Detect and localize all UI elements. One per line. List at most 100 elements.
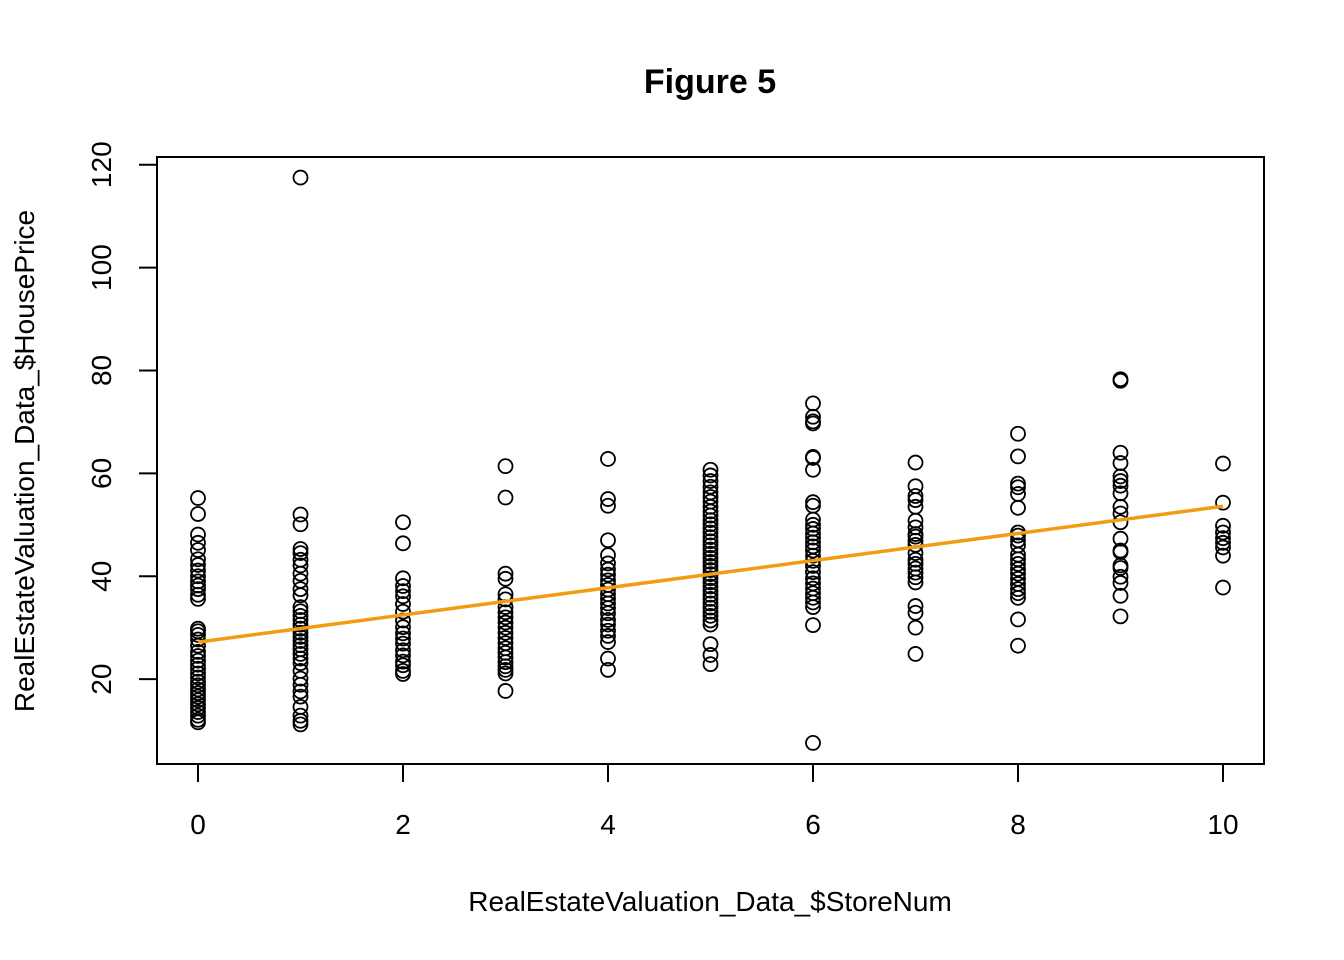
data-point (1010, 589, 1026, 606)
data-point (702, 541, 719, 558)
data-point (292, 587, 309, 604)
data-point (395, 625, 411, 642)
data-point (702, 533, 719, 550)
x-tick-label: 6 (805, 809, 821, 840)
data-point (600, 566, 616, 583)
data-point (1010, 555, 1026, 572)
data-point (190, 542, 206, 558)
data-point (190, 586, 206, 603)
data-point (600, 650, 616, 667)
data-point (1112, 468, 1129, 485)
data-point (497, 609, 514, 626)
data-point (702, 512, 719, 529)
data-point (497, 665, 514, 682)
data-point (292, 541, 309, 557)
data-point (292, 650, 309, 667)
data-point (600, 497, 616, 514)
data-point (600, 491, 616, 507)
data-point (805, 415, 821, 432)
data-point (292, 599, 309, 616)
x-tick-label: 10 (1207, 809, 1238, 840)
data-point (1112, 587, 1129, 604)
data-point (600, 555, 616, 572)
data-point (190, 557, 206, 573)
data-point (395, 578, 411, 594)
data-points (190, 169, 1231, 751)
data-point (190, 637, 206, 654)
data-point (702, 595, 719, 612)
data-point (190, 526, 206, 543)
data-point (1010, 479, 1026, 496)
data-point (907, 551, 924, 568)
data-point (600, 600, 616, 617)
data-point (805, 529, 821, 546)
data-point (1010, 585, 1026, 602)
data-point (805, 497, 821, 514)
data-point (702, 562, 719, 578)
data-point (190, 652, 206, 669)
y-tick-label: 120 (86, 141, 117, 188)
data-point (702, 520, 719, 537)
data-point (702, 529, 719, 546)
data-point (190, 660, 206, 677)
data-point (1215, 534, 1231, 551)
data-point (292, 646, 309, 662)
data-point (190, 506, 206, 522)
data-point (805, 461, 821, 478)
data-point (190, 581, 206, 598)
y-tick-label: 100 (86, 244, 117, 291)
data-point (600, 605, 616, 622)
data-point (292, 169, 309, 186)
data-point (1112, 473, 1129, 489)
data-point (702, 570, 719, 587)
data-point (805, 617, 821, 634)
data-point (805, 408, 821, 425)
data-point (600, 661, 616, 678)
data-point (702, 607, 719, 624)
data-point (702, 616, 719, 633)
data-point (292, 624, 309, 641)
data-point (702, 647, 719, 663)
data-point (497, 624, 514, 641)
data-point (907, 454, 924, 471)
data-point (497, 565, 514, 582)
y-tick-label: 80 (86, 355, 117, 386)
data-point (805, 494, 821, 511)
data-point (292, 676, 309, 693)
data-point (1112, 455, 1129, 471)
data-point (907, 569, 924, 586)
data-point (805, 395, 821, 412)
data-point (395, 596, 411, 612)
data-point (600, 595, 616, 612)
data-point (702, 578, 719, 595)
data-point (805, 564, 821, 581)
data-point (702, 553, 719, 570)
y-axis: 20 40 60 80 100 120 (86, 141, 158, 695)
data-point (907, 574, 924, 591)
x-tick-label: 2 (395, 809, 411, 840)
data-point (600, 616, 616, 633)
data-point (497, 630, 514, 646)
data-point (600, 612, 616, 628)
data-point (497, 458, 514, 475)
data-point (1112, 372, 1129, 389)
data-point (600, 634, 616, 650)
data-point (907, 604, 924, 621)
data-point (1215, 524, 1231, 541)
data-point (805, 599, 821, 616)
data-point (1215, 539, 1231, 556)
data-point (805, 589, 821, 606)
y-tick-label: 40 (86, 561, 117, 592)
data-point (497, 614, 514, 631)
data-point (292, 607, 309, 624)
data-point (1215, 530, 1231, 547)
data-point (702, 586, 719, 603)
data-point (190, 534, 206, 551)
data-point (190, 643, 206, 660)
data-point (702, 537, 719, 554)
data-point (907, 646, 924, 662)
trendline (197, 504, 1224, 644)
data-point (190, 568, 206, 585)
data-point (497, 654, 514, 671)
chart-title: Figure 5 (644, 63, 776, 101)
